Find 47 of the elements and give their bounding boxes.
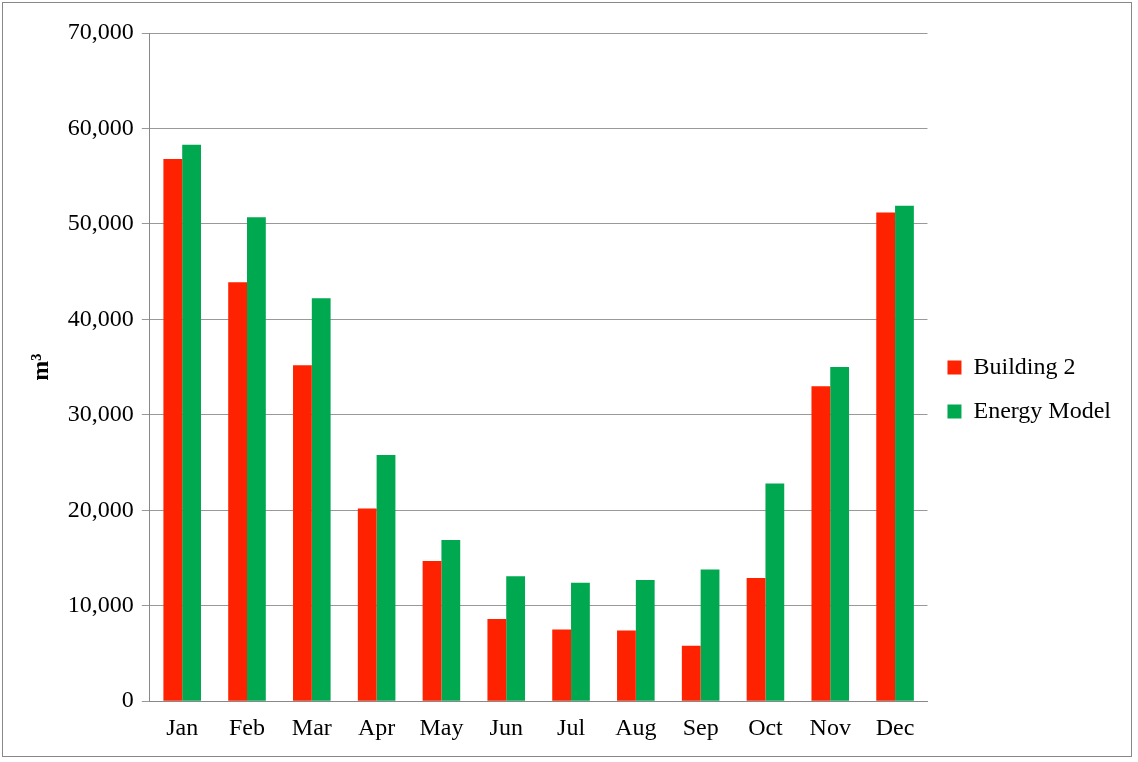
- y-tick-label: 60,000: [67, 113, 134, 140]
- x-tick-label: Feb: [229, 713, 266, 740]
- bar: [311, 298, 331, 701]
- bar: [746, 578, 766, 701]
- y-tick-label: 10,000: [67, 591, 134, 618]
- bar: [487, 619, 507, 701]
- bar: [700, 569, 720, 701]
- bar: [635, 579, 655, 701]
- bar: [422, 560, 442, 701]
- x-tick-label: Oct: [748, 713, 784, 740]
- x-tick-label: Jul: [557, 713, 586, 740]
- bar: [163, 159, 183, 701]
- x-tick-label: Mar: [291, 713, 332, 740]
- bar: [895, 205, 914, 701]
- bar: [617, 630, 636, 701]
- x-tick-label: Nov: [809, 713, 851, 740]
- bar: [571, 582, 590, 701]
- y-tick-label: 50,000: [67, 209, 134, 236]
- bar: [228, 282, 248, 701]
- legend-label: Energy Model: [973, 396, 1112, 423]
- x-tick-label: May: [419, 713, 464, 740]
- bar: [182, 144, 201, 701]
- bar: [293, 365, 312, 701]
- y-tick-label: 70,000: [67, 18, 134, 45]
- bar: [441, 539, 461, 701]
- bar: [247, 217, 266, 701]
- bar: [830, 367, 850, 701]
- bar: [811, 386, 831, 701]
- bar: [506, 576, 526, 701]
- bar: [376, 454, 396, 701]
- x-tick-label: Aug: [615, 713, 657, 740]
- bar: [552, 629, 572, 701]
- x-tick-label: Jan: [166, 713, 199, 740]
- x-tick-label: Apr: [357, 713, 396, 740]
- y-tick-label: 40,000: [67, 304, 134, 331]
- x-tick-label: Jun: [489, 713, 523, 740]
- y-axis-title: m³: [26, 353, 53, 381]
- y-tick-label: 30,000: [67, 400, 134, 427]
- bar: [765, 483, 785, 701]
- bar: [681, 645, 701, 701]
- y-tick-label: 20,000: [67, 495, 134, 522]
- legend-label: Building 2: [973, 352, 1076, 379]
- bar: [876, 212, 896, 701]
- x-tick-label: Sep: [682, 713, 719, 740]
- x-tick-label: Dec: [875, 713, 915, 740]
- y-tick-label: 0: [121, 686, 134, 713]
- bar: [357, 508, 377, 701]
